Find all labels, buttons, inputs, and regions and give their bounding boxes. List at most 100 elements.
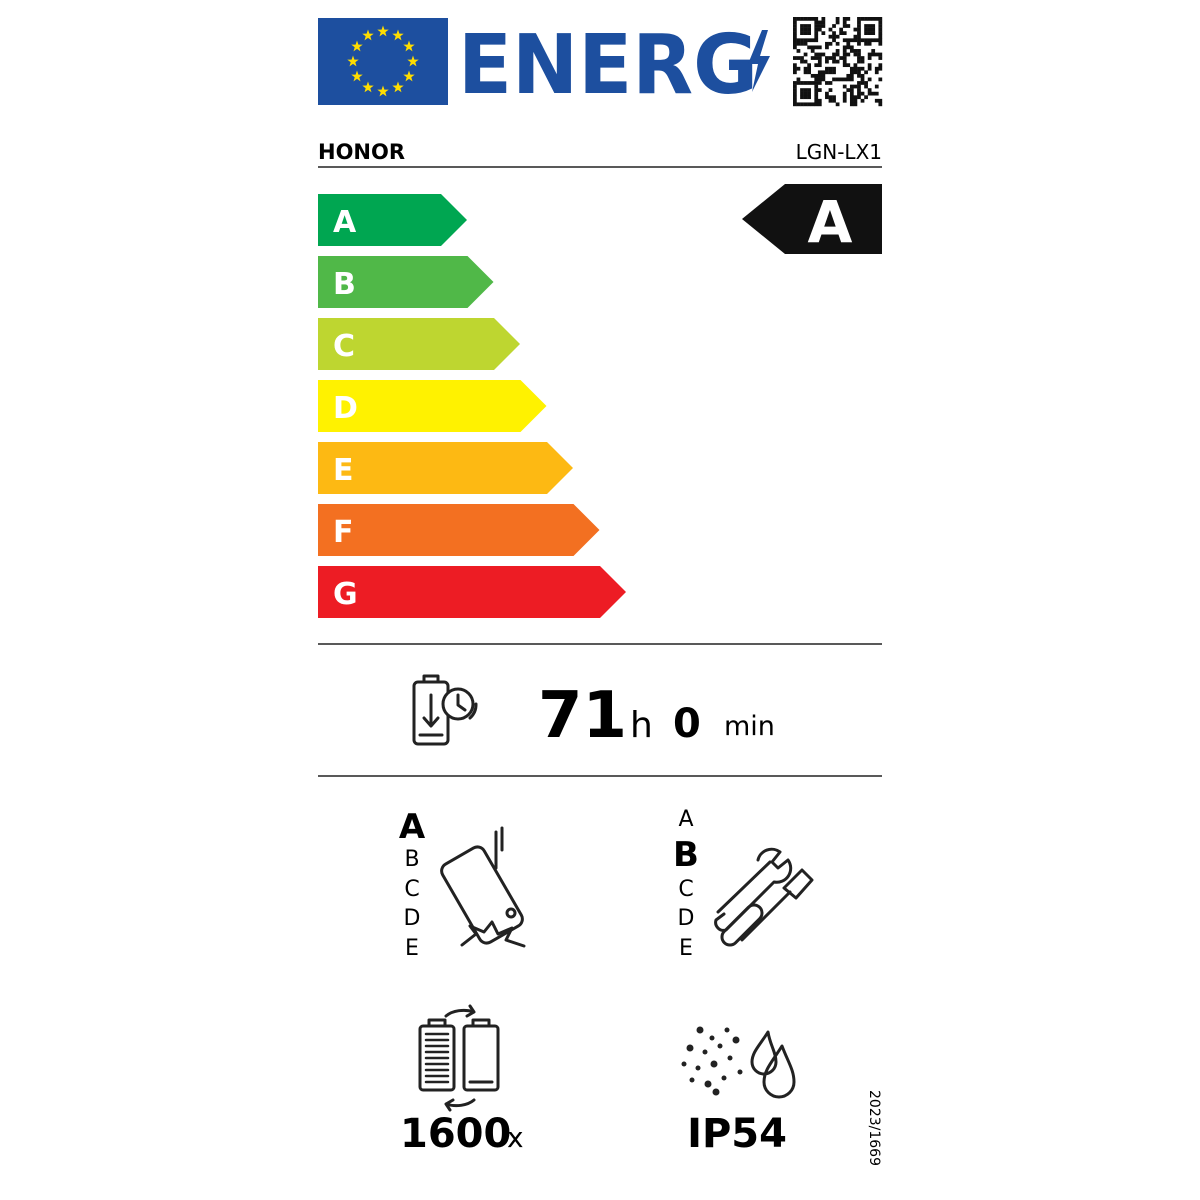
qr-module [846, 17, 851, 21]
qr-module [828, 98, 833, 103]
qr-module [796, 66, 801, 71]
qr-module [867, 31, 872, 35]
qr-module [853, 98, 858, 103]
dust-dot [712, 1088, 720, 1096]
qr-module [810, 56, 815, 60]
qr-module [867, 77, 872, 82]
qr-module [860, 91, 865, 96]
qr-module [814, 91, 819, 96]
qr-module [839, 27, 844, 32]
dust-dot [727, 1055, 733, 1061]
qr-module [825, 70, 829, 75]
qr-module [832, 70, 836, 75]
energy-class-label: A [333, 205, 357, 240]
qr-module [807, 24, 811, 28]
qr-module [800, 38, 804, 43]
qr-module [821, 31, 826, 35]
qr-module [832, 38, 836, 43]
qr-module [817, 81, 822, 85]
drop-icon [440, 826, 526, 948]
qr-module [807, 45, 811, 50]
energy-class-label: E [333, 453, 354, 488]
qr-module [814, 17, 819, 21]
qr-module [871, 49, 876, 53]
dust-dot [704, 1080, 712, 1088]
qr-module [842, 20, 847, 25]
qr-module [857, 34, 861, 39]
qr-module [821, 73, 826, 78]
qr-module [874, 38, 879, 43]
qr-module [857, 38, 861, 43]
qr-module [810, 17, 815, 21]
qr-module [853, 34, 858, 39]
qr-module [871, 52, 876, 57]
qr-module [842, 77, 847, 82]
qr-module [825, 41, 829, 46]
qr-module [849, 70, 854, 75]
qr-module [849, 88, 854, 92]
qr-module [832, 66, 836, 71]
qr-module [849, 66, 854, 71]
qr-module [878, 17, 883, 21]
qr-module [814, 77, 819, 82]
qr-module [871, 24, 876, 28]
qr-module [874, 98, 879, 103]
qr-module [857, 49, 861, 53]
qr-module [842, 52, 847, 57]
qr-module [846, 52, 851, 57]
qr-module [832, 77, 836, 82]
qr-module [867, 56, 872, 60]
eu-star [362, 81, 374, 93]
qr-module [878, 66, 883, 71]
eu-star [362, 29, 374, 41]
qr-module [793, 95, 797, 100]
qr-module [832, 24, 836, 28]
qr-module [800, 59, 804, 64]
qr-module [800, 24, 804, 28]
qr-module [860, 56, 865, 60]
qr-module [857, 52, 861, 57]
qr-module [793, 17, 797, 21]
qr-module [878, 63, 883, 68]
qr-module [878, 34, 883, 39]
class-letter: E [679, 936, 693, 961]
qr-module [835, 77, 840, 82]
qr-module [857, 73, 861, 78]
qr-module [793, 84, 797, 89]
qr-module [860, 17, 865, 21]
qr-module [814, 98, 819, 103]
qr-module [825, 59, 829, 64]
eu-star [351, 70, 363, 82]
qr-module [864, 27, 868, 32]
qr-module [867, 41, 872, 46]
qr-module [825, 95, 829, 100]
qr-module [793, 27, 797, 32]
qr-module [821, 77, 826, 82]
eu-star [351, 40, 363, 52]
dust-dot [681, 1061, 687, 1067]
qr-module [842, 98, 847, 103]
qr-module [849, 102, 854, 107]
qr-module [800, 17, 804, 21]
qr-module [853, 38, 858, 43]
qr-module [878, 102, 883, 107]
qr-module [857, 24, 861, 28]
qr-module [874, 70, 879, 75]
dust-dot [686, 1044, 694, 1052]
qr-module [814, 56, 819, 60]
eu-stars [347, 25, 419, 97]
qr-module [839, 56, 844, 60]
battery-cycles-icon [418, 1004, 500, 1112]
qr-module [842, 56, 847, 60]
class-letter: D [678, 906, 695, 931]
ip-rating: IP54 [687, 1111, 787, 1157]
qr-module [796, 49, 801, 53]
qr-module [867, 52, 872, 57]
qr-module [807, 102, 811, 107]
energy-class-bar [318, 256, 494, 308]
qr-module [878, 27, 883, 32]
qr-module [814, 73, 819, 78]
qr-module [849, 91, 854, 96]
qr-module [849, 38, 854, 43]
